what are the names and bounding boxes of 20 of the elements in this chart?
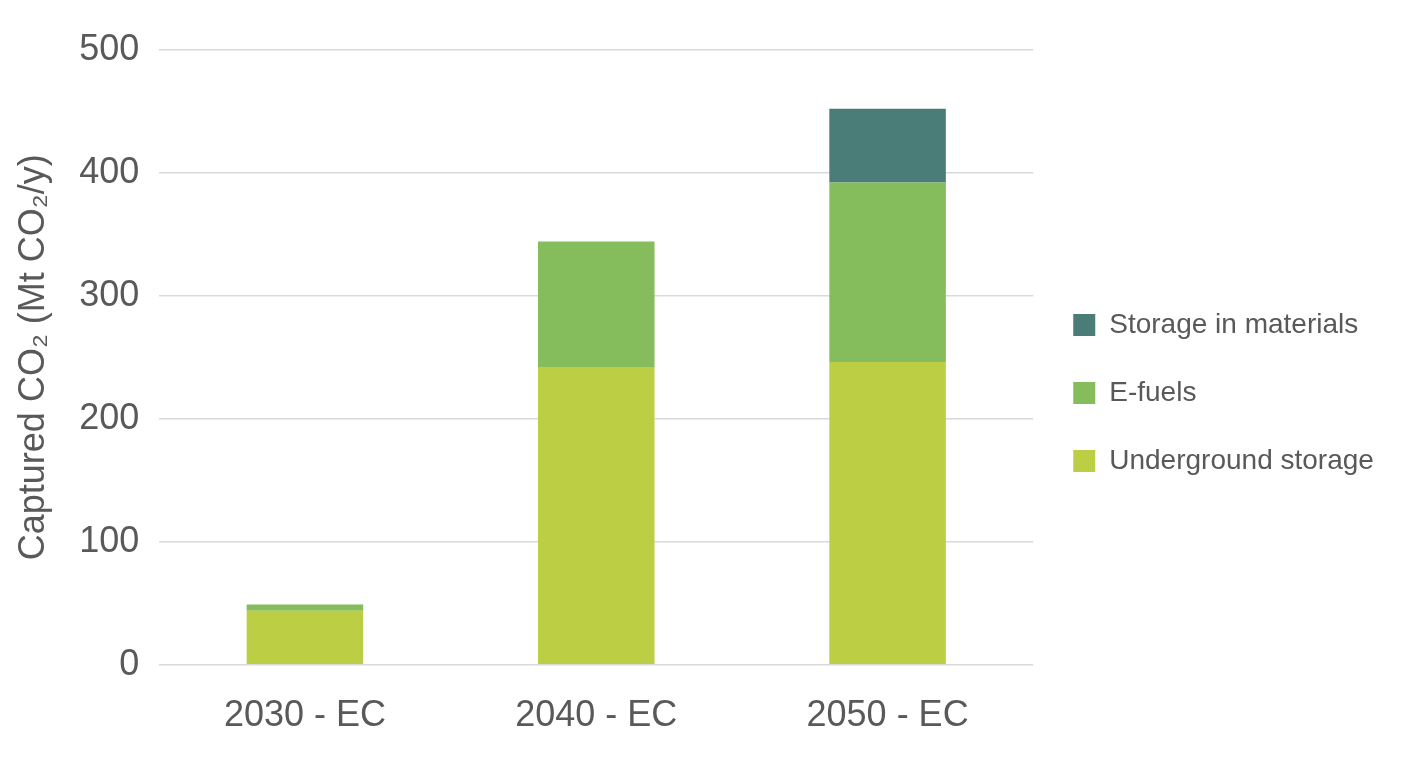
bar [246,610,364,665]
x-tick-label: 2030 - EC [223,693,386,735]
bar [829,182,946,363]
y-tick-label: 100 [79,518,140,560]
legend-label: Storage in materials [1109,307,1359,339]
y-tick-label: 400 [79,149,140,191]
legend-label: E-fuels [1109,375,1197,407]
y-tick-label: 300 [79,272,140,314]
bar [246,604,364,611]
bar [537,241,655,368]
x-tick-label: 2040 - EC [515,693,678,735]
x-tick-label: 2050 - EC [806,693,969,735]
y-tick-label: 200 [79,395,140,437]
y-tick-label: 0 [119,641,140,683]
bar [829,362,946,665]
y-axis-title: Captured CO₂ (Mt CO₂/y) [10,154,52,561]
y-tick-label: 500 [79,26,140,68]
bar [829,108,946,183]
bar [537,367,655,665]
legend-label: Underground storage [1109,443,1374,475]
